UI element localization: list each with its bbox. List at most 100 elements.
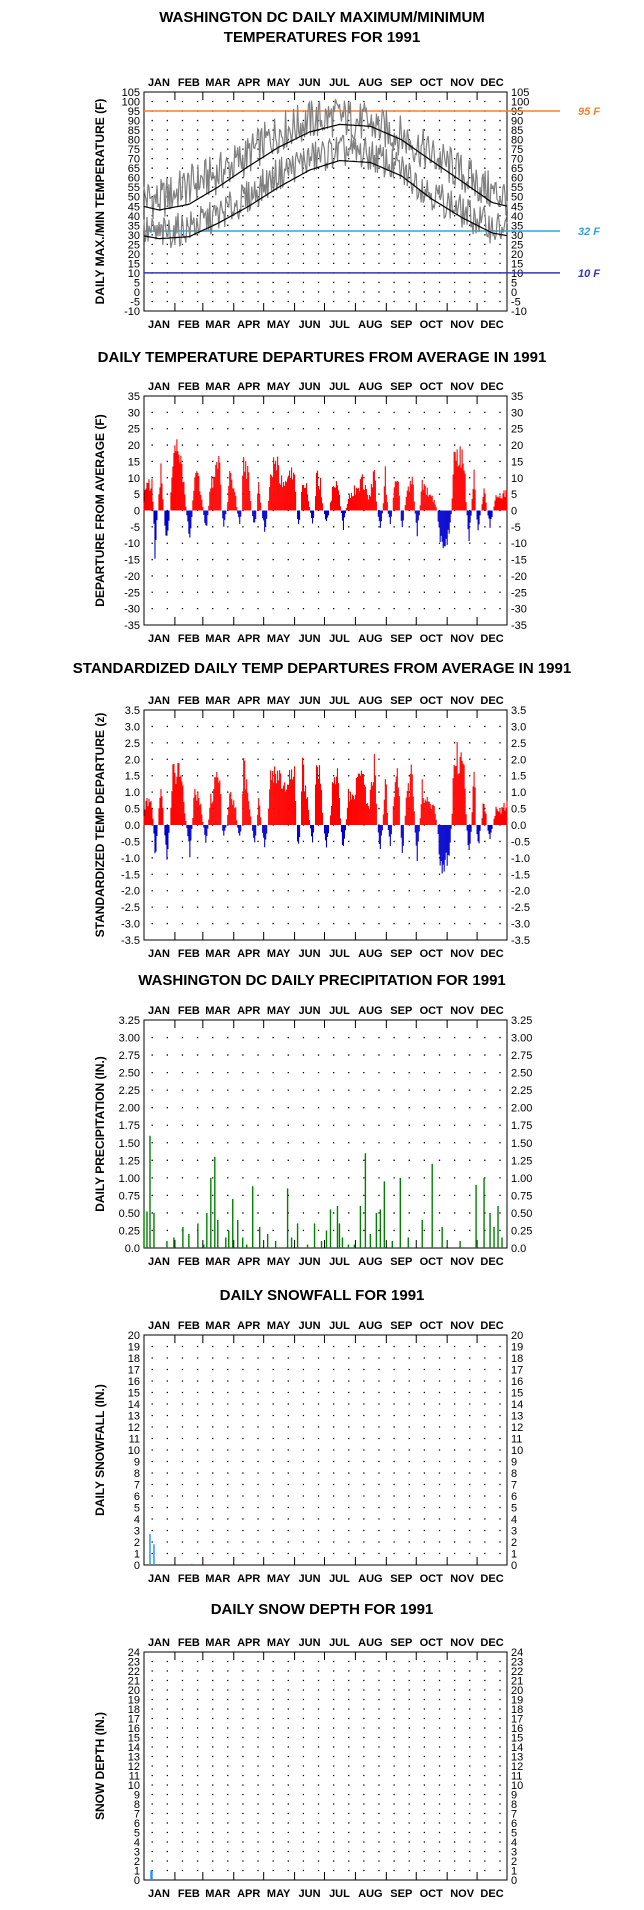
month-label-bottom: SEP [390,1256,412,1268]
month-label-top: DEC [480,695,503,707]
month-label-bottom: NOV [450,633,475,645]
month-label-bottom: DEC [480,1256,503,1268]
y-tick-label-left: 0 [134,1875,140,1887]
y-tick-label-right: 20 [511,440,523,452]
y-tick-label-right: 0 [511,1560,517,1572]
y-tick-label-right: 10 [511,473,523,485]
y-axis-title: DAILY SNOWFALL (IN.) [93,1384,107,1516]
y-tick-label-right: 3.00 [511,1033,532,1045]
month-label-top: APR [237,381,260,393]
month-label-bottom: MAR [205,1256,230,1268]
month-label-bottom: AUG [358,1573,382,1585]
y-tick-label-right: -10 [511,306,527,318]
month-label-bottom: JUL [329,948,350,960]
y-tick-label-left: 65 [128,163,140,175]
y-tick-label-right: 90 [511,116,523,128]
y-tick-label-left: 1.00 [119,1173,140,1185]
month-label-top: OCT [420,77,444,89]
y-tick-label-left: 17 [128,1365,140,1377]
y-tick-label-left: 18 [128,1704,140,1716]
reference-line-label: 32 F [578,226,600,238]
y-tick-label-left: 14 [128,1399,140,1411]
y-tick-label-left: 20 [128,1685,140,1697]
y-tick-label-right: 0.75 [511,1190,532,1202]
month-label-top: AUG [358,1320,382,1332]
month-label-bottom: OCT [420,1888,444,1900]
y-axis-title: STANDARDIZED TEMP DEPARTURE (z) [93,713,107,938]
month-label-top: JUN [299,1637,321,1649]
y-tick-label-right: -2.0 [511,886,530,898]
y-tick-label-left: 6 [134,1818,140,1830]
month-label-bottom: JUL [329,1888,350,1900]
y-tick-label-left: -3.0 [121,919,140,931]
y-tick-label-right: 18 [511,1704,523,1716]
y-tick-label-right: 0 [511,506,517,518]
plot-frame [143,1334,508,1566]
y-tick-label-left: 4 [134,1837,140,1849]
y-tick-label-left: 85 [128,125,140,137]
month-label-top: FEB [178,77,200,89]
y-tick-label-right: 35 [511,391,523,403]
y-tick-label-right: 0 [511,1875,517,1887]
month-label-top: OCT [420,1005,444,1017]
y-tick-label-right: -35 [511,620,527,632]
y-tick-label-right: 19 [511,1342,523,1354]
y-tick-label-left: -3.5 [121,935,140,947]
month-label-top: JUL [329,695,350,707]
y-tick-label-left: 0.25 [119,1225,140,1237]
y-tick-label-left: 19 [128,1695,140,1707]
month-label-bottom: MAR [205,633,230,645]
daily-min-trace [143,135,508,249]
y-tick-label-right: -20 [511,571,527,583]
month-label-bottom: APR [237,633,260,645]
month-label-top: OCT [420,1320,444,1332]
y-tick-label-left: 3.5 [125,705,140,717]
y-tick-label-left: 70 [128,154,140,166]
month-label-bottom: JAN [148,948,170,960]
y-tick-label-left: 1 [134,1866,140,1878]
month-label-top: DEC [480,1005,503,1017]
month-label-top: SEP [390,1637,412,1649]
y-tick-label-right: 12 [511,1422,523,1434]
month-label-top: AUG [358,1005,382,1017]
y-tick-label-right: 15 [511,1388,523,1400]
month-label-bottom: OCT [420,1256,444,1268]
dot-grid [144,100,507,303]
month-label-bottom: OCT [420,1573,444,1585]
y-tick-label-left: 30 [128,230,140,242]
y-tick-label-left: 0 [134,1560,140,1572]
y-tick-label-left: -5 [130,296,140,308]
month-label-top: APR [237,77,260,89]
y-tick-label-right: 16 [511,1376,523,1388]
y-tick-label-left: 10 [128,1780,140,1792]
y-tick-label-right: -25 [511,587,527,599]
month-label-bottom: AUG [358,948,382,960]
month-label-top: JUL [329,1005,350,1017]
month-label-bottom: AUG [358,319,382,331]
y-tick-label-left: 13 [128,1752,140,1764]
y-tick-label-right: 12 [511,1761,523,1773]
month-label-top: JUL [329,381,350,393]
y-tick-label-right: 2.75 [511,1050,532,1062]
y-tick-label-left: -25 [124,587,140,599]
precipitation-bars [143,1135,503,1248]
y-tick-label-left: 3 [134,1526,140,1538]
y-tick-label-right: 10 [511,1445,523,1457]
y-tick-label-right: 1.00 [511,1173,532,1185]
y-tick-label-right: 21 [511,1676,523,1688]
normal-max-line [143,123,508,211]
chart-title: STANDARDIZED DAILY TEMP DEPARTURES FROM … [73,660,571,677]
month-label-bottom: NOV [450,1888,475,1900]
y-tick-label-right: 13 [511,1752,523,1764]
y-tick-label-left: 16 [128,1376,140,1388]
y-tick-label-left: 15 [128,1388,140,1400]
snow-depth-bars [150,1870,153,1880]
month-label-top: MAY [267,381,291,393]
y-tick-label-left: -2.0 [121,886,140,898]
month-label-top: MAR [205,77,230,89]
y-tick-label-right: 0.50 [511,1208,532,1220]
precipitation-chart: WASHINGTON DC DAILY PRECIPITATION FOR 19… [93,972,532,1268]
y-tick-label-left: 12 [128,1761,140,1773]
departure-bars [143,742,508,874]
